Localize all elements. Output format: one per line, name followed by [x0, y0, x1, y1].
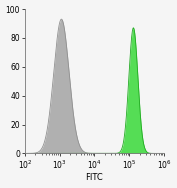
- X-axis label: FITC: FITC: [85, 174, 103, 182]
